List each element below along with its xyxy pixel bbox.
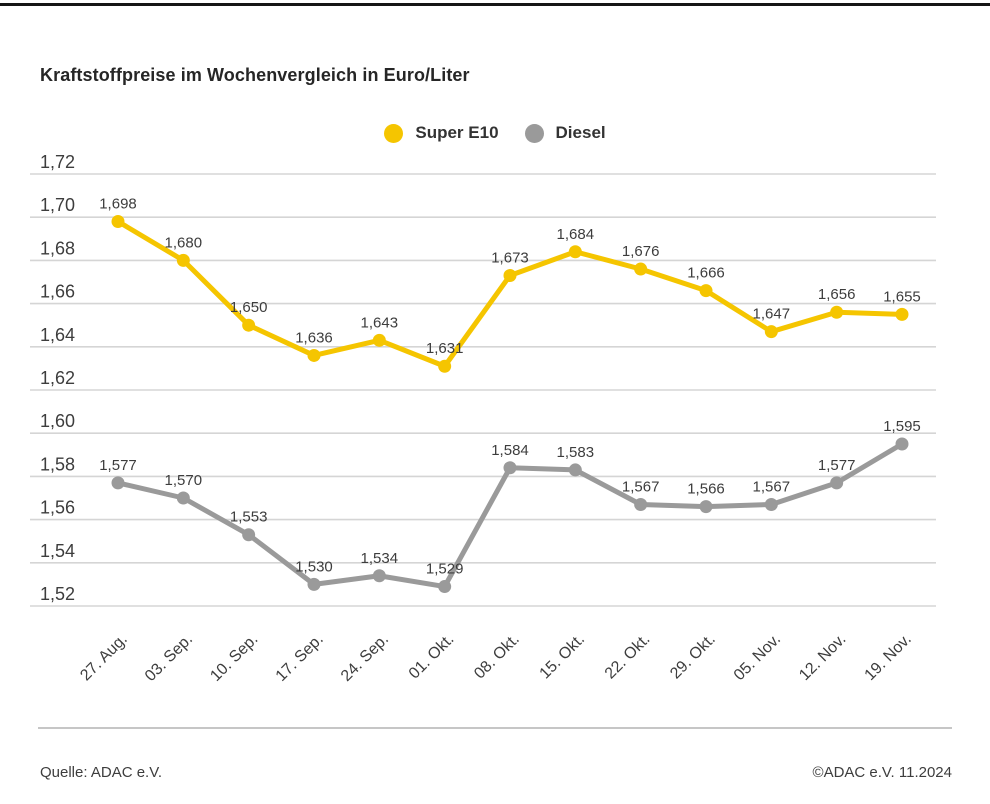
y-axis-tick-label: 1,56	[40, 498, 75, 518]
data-point	[503, 461, 517, 475]
series-line	[115, 219, 905, 369]
data-point	[176, 491, 190, 505]
data-point-label: 1,584	[491, 442, 529, 459]
legend-item-super-e10: Super E10	[384, 123, 499, 143]
data-point	[895, 437, 909, 451]
data-point	[307, 577, 321, 591]
y-axis-tick-label: 1,66	[40, 282, 75, 302]
legend-item-diesel: Diesel	[524, 123, 606, 143]
x-axis-tick-label: 10. Sep.	[207, 631, 261, 685]
data-point-label: 1,636	[295, 329, 333, 346]
data-point	[568, 463, 582, 477]
x-axis-tick-label: 29. Okt.	[667, 631, 719, 683]
x-axis-tick-label: 24. Sep.	[338, 631, 392, 685]
x-axis-tick-label: 05. Nov.	[731, 631, 784, 684]
legend-label-diesel: Diesel	[555, 123, 606, 142]
x-axis-tick-label: 17. Sep.	[273, 631, 327, 685]
data-point-label: 1,567	[622, 478, 660, 495]
data-point-label: 1,631	[426, 340, 464, 357]
data-point-label: 1,534	[361, 550, 399, 567]
x-axis-tick-label: 15. Okt.	[537, 631, 589, 683]
data-point-label: 1,566	[687, 481, 725, 498]
data-point-label: 1,650	[230, 299, 268, 316]
y-axis-tick-label: 1,58	[40, 454, 75, 474]
legend-label-super-e10: Super E10	[415, 123, 499, 142]
data-point	[242, 318, 256, 332]
data-point	[830, 305, 844, 319]
data-point	[111, 476, 125, 490]
data-point-label: 1,570	[165, 472, 203, 489]
data-point	[438, 359, 452, 373]
data-point-label: 1,583	[557, 444, 595, 461]
x-axis-tick-label: 27. Aug.	[77, 631, 131, 685]
data-point-label: 1,567	[753, 478, 791, 495]
y-axis-tick-label: 1,62	[40, 368, 75, 388]
top-rule	[0, 3, 990, 6]
data-point-label: 1,655	[883, 288, 921, 305]
data-point-label: 1,577	[99, 457, 137, 474]
data-point-label: 1,643	[361, 314, 399, 331]
footer-rule	[38, 727, 952, 729]
data-point	[764, 325, 778, 339]
data-point-label: 1,666	[687, 265, 725, 282]
chart-svg: 1,72 1,70 1,68 1,66 1,64 1,62 1,60 1,58 1,56 1,54…	[30, 152, 936, 685]
x-axis-tick-label: 12. Nov.	[796, 631, 849, 684]
data-point	[372, 569, 386, 583]
data-point	[634, 497, 648, 511]
data-point-label: 1,680	[165, 234, 203, 251]
data-point	[764, 497, 778, 511]
data-point	[634, 262, 648, 276]
data-point-label: 1,698	[99, 196, 137, 213]
data-point	[111, 215, 125, 229]
super-e10-dot-icon	[384, 123, 404, 143]
footer-source: Quelle: ADAC e.V.	[40, 764, 163, 781]
data-point	[307, 348, 321, 362]
data-point-label: 1,529	[426, 561, 464, 578]
data-point	[895, 307, 909, 321]
data-point	[438, 580, 452, 594]
data-point-label: 1,647	[753, 306, 791, 323]
footer-copyright: ©ADAC e.V. 11.2024	[812, 764, 952, 781]
y-axis-tick-label: 1,72	[40, 152, 75, 172]
y-axis-tick-label: 1,54	[40, 541, 75, 561]
page-title: Kraftstoffpreise im Wochenvergleich in E…	[40, 65, 470, 86]
data-point	[830, 476, 844, 490]
data-point	[242, 528, 256, 542]
data-point	[699, 284, 713, 298]
x-axis-tick-label: 08. Okt.	[471, 631, 523, 683]
chart-legend: Super E10 Diesel	[0, 123, 990, 143]
data-point-label: 1,577	[818, 457, 856, 474]
y-axis-tick-label: 1,60	[40, 411, 75, 431]
data-point	[699, 500, 713, 514]
x-axis-tick-label: 19. Nov.	[862, 631, 915, 684]
data-point-label: 1,673	[491, 250, 529, 267]
data-point-label: 1,676	[622, 243, 660, 260]
data-point	[568, 245, 582, 259]
data-point-label: 1,684	[557, 226, 595, 243]
y-axis-tick-label: 1,52	[40, 584, 75, 604]
y-axis-tick-label: 1,68	[40, 238, 75, 258]
x-axis-tick-label: 22. Okt.	[602, 631, 654, 683]
data-point-label: 1,553	[230, 509, 268, 526]
data-point	[372, 333, 386, 347]
x-axis-tick-label: 01. Okt.	[406, 631, 458, 683]
data-point-label: 1,530	[295, 558, 333, 575]
data-point-label: 1,656	[818, 286, 856, 303]
x-axis-tick-label: 03. Sep.	[142, 631, 196, 685]
data-point	[176, 253, 190, 267]
data-point-label: 1,595	[883, 418, 921, 435]
diesel-dot-icon	[524, 123, 544, 143]
y-axis-tick-label: 1,70	[40, 195, 75, 215]
y-axis-tick-label: 1,64	[40, 325, 75, 345]
data-point	[503, 269, 517, 283]
